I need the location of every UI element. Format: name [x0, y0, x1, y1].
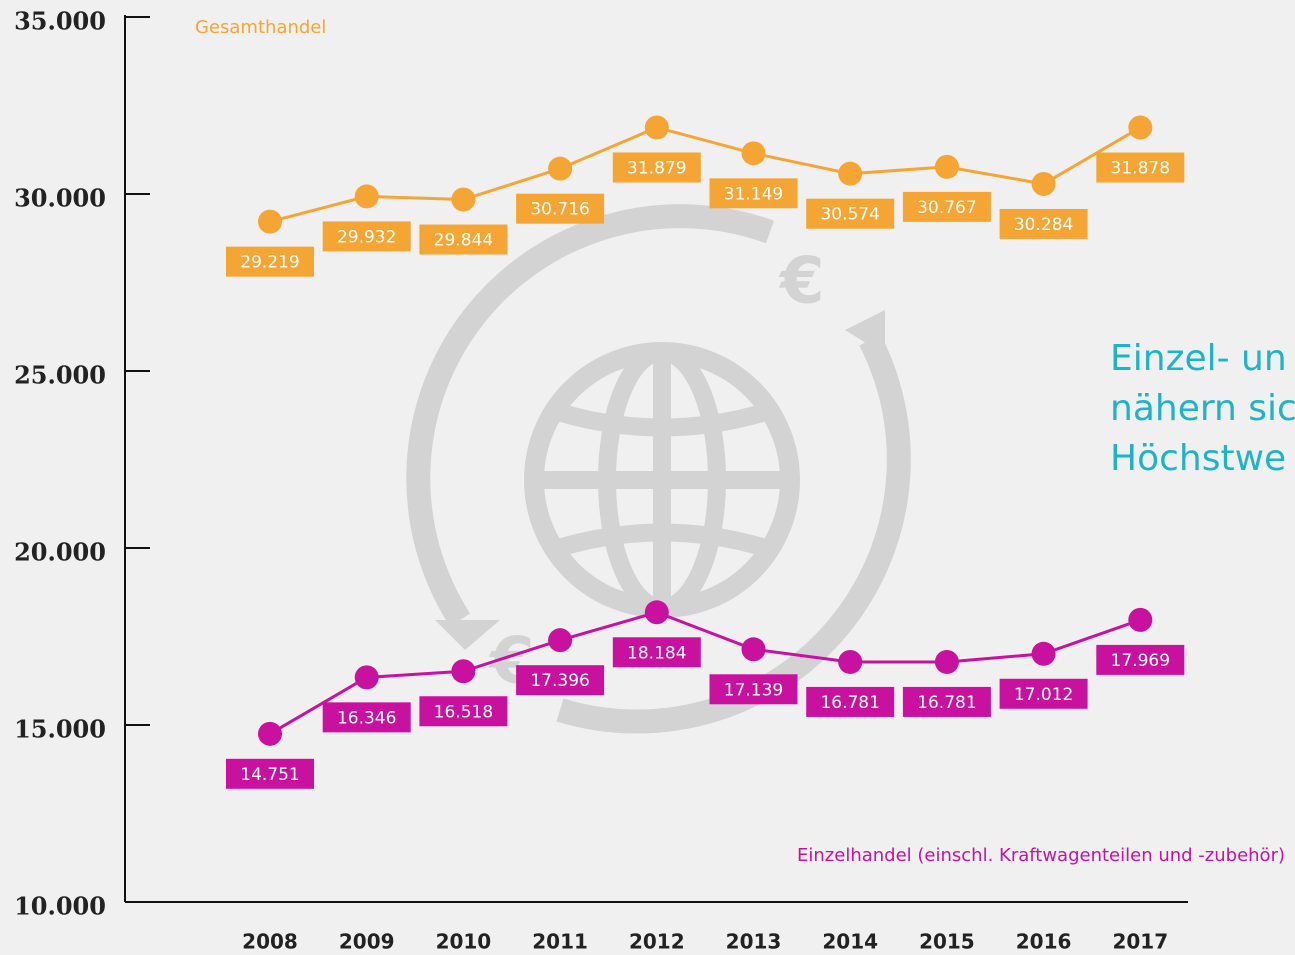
value-label: 16.781	[820, 693, 879, 713]
point	[1128, 115, 1153, 140]
point	[838, 649, 863, 674]
value-label: 16.781	[917, 693, 976, 713]
point	[741, 141, 766, 166]
point	[1031, 171, 1056, 196]
point	[934, 154, 959, 179]
x-tick-label: 2009	[339, 930, 395, 954]
x-tick-label: 2012	[629, 930, 685, 954]
value-label-box	[226, 758, 314, 789]
point	[644, 600, 669, 625]
series-label: Einzelhandel (einschl. Kraftwagenteilen …	[797, 845, 1285, 866]
x-tick-label: 2008	[242, 930, 298, 954]
value-label-box	[1096, 644, 1185, 675]
value-label-box	[806, 198, 895, 229]
value-label-box	[516, 665, 605, 696]
series-line	[269, 125, 1142, 224]
value-label-box	[999, 208, 1088, 239]
point	[548, 156, 573, 181]
value-label-box	[612, 152, 701, 183]
value-label: 30.767	[917, 198, 976, 218]
point	[258, 209, 282, 234]
value-label: 30.574	[820, 205, 879, 225]
x-tick-label: 2016	[1016, 930, 1072, 954]
y-tick-label: 20.000	[14, 538, 106, 567]
point	[934, 649, 959, 674]
point	[1128, 607, 1153, 632]
annotation-line: Einzel- un	[1110, 338, 1287, 379]
value-label: 31.879	[627, 158, 686, 178]
value-label-box	[709, 674, 798, 705]
value-label-box	[419, 224, 508, 255]
value-label: 31.149	[724, 184, 783, 204]
y-tick-label: 25.000	[14, 361, 106, 390]
value-label: 29.844	[434, 231, 493, 251]
value-label: 30.716	[530, 200, 589, 220]
y-tick-label: 30.000	[14, 184, 106, 213]
annotation-line: nähern sic	[1110, 388, 1295, 429]
series-line	[269, 610, 1141, 736]
point	[354, 184, 379, 209]
value-label-box	[902, 686, 991, 717]
x-tick-label: 2010	[436, 930, 492, 954]
point	[548, 628, 573, 653]
x-tick-label: 2014	[822, 930, 878, 954]
series-label: Gesamthandel	[195, 17, 326, 38]
y-tick-label: 35.000	[14, 7, 106, 36]
value-label-box	[999, 678, 1088, 709]
value-label-box	[322, 702, 411, 733]
point	[644, 115, 669, 140]
value-label: 30.284	[1014, 215, 1073, 235]
x-tick-label: 2015	[919, 930, 975, 954]
value-label: 16.518	[434, 702, 493, 722]
value-label: 17.396	[530, 671, 589, 691]
value-label: 29.219	[240, 253, 299, 273]
x-tick-label: 2013	[726, 930, 782, 954]
value-label-box	[806, 686, 895, 717]
euro-icon: €	[778, 245, 825, 319]
point	[741, 637, 766, 662]
x-tick-label: 2017	[1112, 930, 1168, 954]
value-label: 29.932	[337, 227, 396, 247]
annotation-line: Höchstwe	[1110, 438, 1286, 479]
value-label-box	[419, 696, 508, 727]
value-label: 17.969	[1111, 651, 1170, 671]
point	[258, 721, 282, 746]
value-label: 31.878	[1111, 159, 1170, 179]
value-label-box	[709, 178, 798, 209]
value-label: 14.751	[240, 765, 299, 785]
value-label-box	[322, 221, 411, 252]
point	[1031, 641, 1056, 666]
value-label-box	[902, 191, 991, 222]
value-label: 18.184	[627, 643, 686, 663]
point	[838, 161, 863, 186]
annotation: Einzel- un nähern sic Höchstwe	[1110, 338, 1295, 479]
value-label-box	[612, 637, 701, 668]
y-tick-label: 10.000	[14, 892, 106, 921]
value-label-box	[226, 246, 314, 277]
y-tick-label: 15.000	[14, 715, 106, 744]
point	[451, 659, 476, 684]
value-label: 16.346	[337, 708, 396, 728]
value-label-box	[1096, 152, 1185, 183]
value-label: 17.139	[724, 680, 783, 700]
value-label-box	[516, 193, 605, 224]
point	[451, 187, 476, 212]
x-tick-label: 2011	[532, 930, 588, 954]
value-label: 17.012	[1014, 685, 1073, 705]
point	[354, 665, 379, 690]
